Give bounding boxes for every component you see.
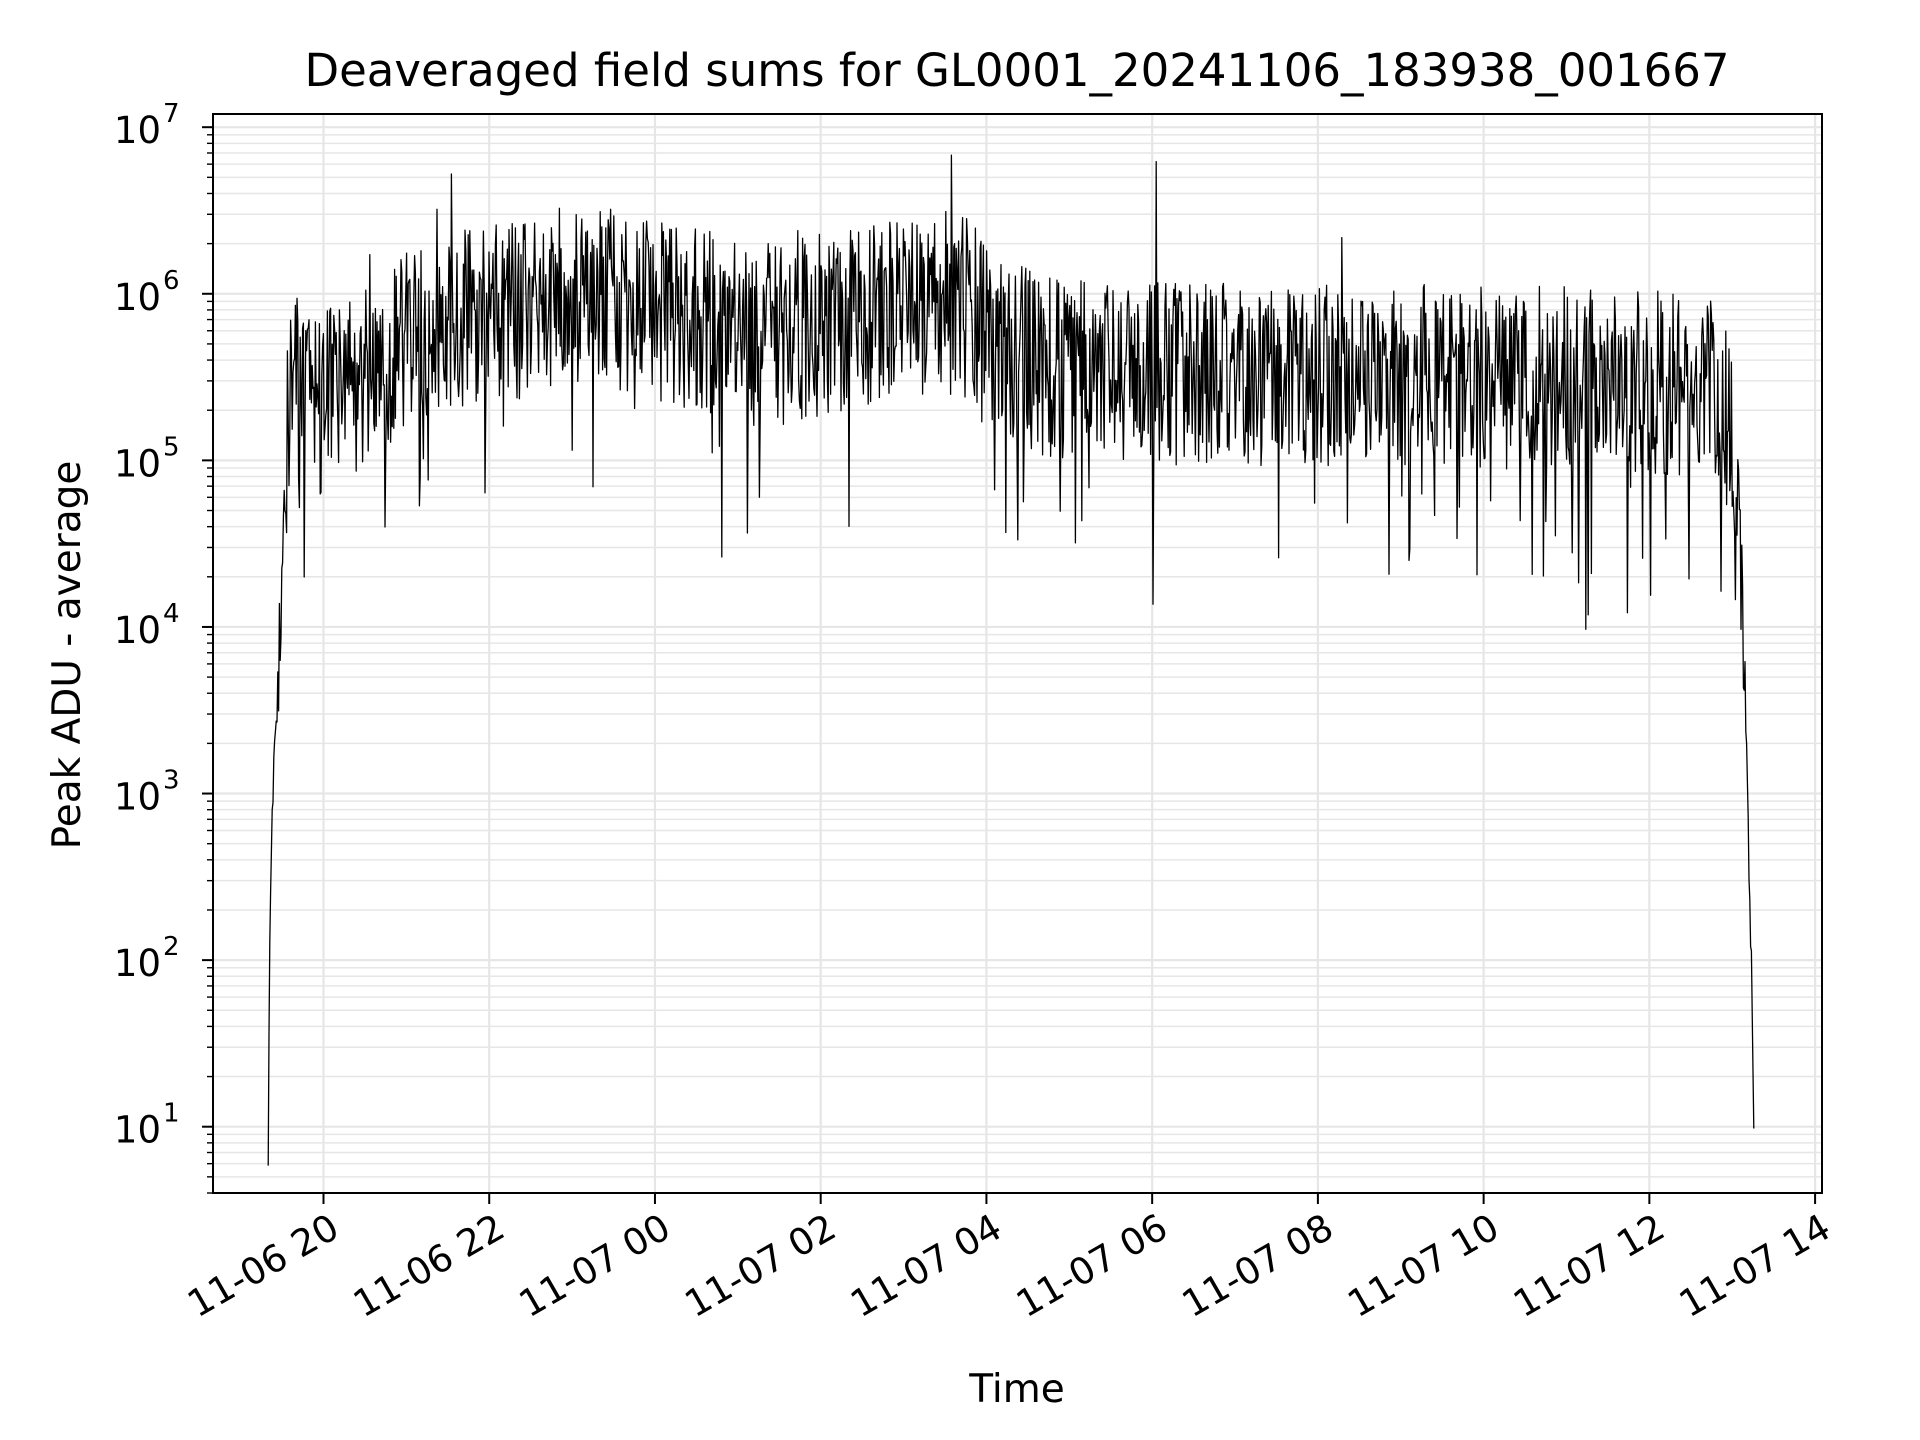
y-tick-exponent: 4 — [163, 599, 180, 629]
y-tick-label: 10 — [114, 1109, 161, 1152]
y-tick-label: 10 — [114, 776, 161, 819]
x-tick-label: 11-07 14 — [1672, 1206, 1838, 1326]
y-tick-exponent: 5 — [163, 432, 180, 462]
x-tick-label: 11-07 02 — [678, 1206, 844, 1326]
x-tick-label: 11-06 20 — [180, 1206, 346, 1326]
y-tick-exponent: 6 — [163, 266, 180, 296]
y-tick-exponent: 1 — [163, 1099, 180, 1129]
series-line — [267, 154, 1755, 1166]
x-tick-label: 11-07 08 — [1175, 1206, 1341, 1326]
y-tick-exponent: 3 — [163, 766, 180, 796]
x-tick-label: 11-07 00 — [512, 1206, 678, 1326]
grid-lines — [213, 114, 1822, 1194]
y-tick-exponent: 7 — [163, 99, 180, 129]
y-tick-label: 10 — [114, 109, 161, 152]
x-tick-label: 11-06 22 — [346, 1206, 512, 1326]
y-tick-exponent: 2 — [163, 932, 180, 962]
axes-frame — [212, 113, 1823, 1194]
y-tick-label: 10 — [114, 276, 161, 319]
y-tick-label: 10 — [114, 609, 161, 652]
x-tick-label: 11-07 10 — [1341, 1206, 1507, 1326]
x-tick-label: 11-07 04 — [843, 1206, 1009, 1326]
y-tick-label: 10 — [114, 442, 161, 485]
x-axis: 11-06 20 11-06 22 11-07 00 11-07 02 11-07 04… — [180, 1193, 1838, 1326]
y-tick-label: 10 — [114, 942, 161, 985]
x-tick-label: 11-07 06 — [1009, 1206, 1175, 1326]
plot-area — [267, 154, 1755, 1166]
chart-title: Deaveraged field sums for GL0001_2024110… — [304, 44, 1729, 97]
x-axis-label: Time — [968, 1367, 1064, 1412]
x-tick-label: 11-07 12 — [1506, 1206, 1672, 1326]
y-axis-label: Peak ADU - average — [45, 461, 90, 850]
